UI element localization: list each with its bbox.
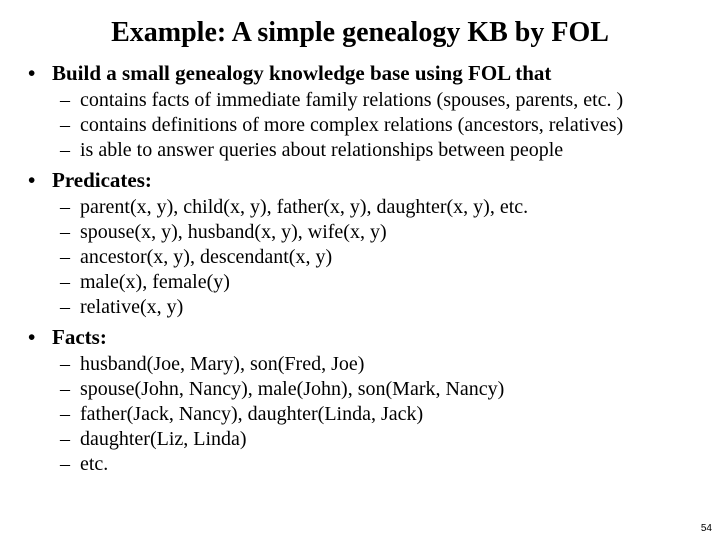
list-item-label: Facts: [52, 325, 107, 349]
list-item: Build a small genealogy knowledge base u… [48, 60, 700, 163]
sub-list-item: husband(Joe, Mary), son(Fred, Joe) [78, 352, 700, 377]
list-item-label: Build a small genealogy knowledge base u… [52, 61, 551, 85]
page-number: 54 [701, 523, 712, 534]
list-item-label: Predicates: [52, 168, 152, 192]
sub-list: contains facts of immediate family relat… [52, 88, 700, 163]
slide-title: Example: A simple genealogy KB by FOL [20, 16, 700, 50]
sub-list-item: etc. [78, 452, 700, 477]
sub-list-item: relative(x, y) [78, 295, 700, 320]
sub-list-item: is able to answer queries about relation… [78, 138, 700, 163]
list-item: Predicates: parent(x, y), child(x, y), f… [48, 167, 700, 320]
sub-list-item: parent(x, y), child(x, y), father(x, y),… [78, 195, 700, 220]
sub-list: parent(x, y), child(x, y), father(x, y),… [52, 195, 700, 320]
sub-list: husband(Joe, Mary), son(Fred, Joe) spous… [52, 352, 700, 477]
bullet-list: Build a small genealogy knowledge base u… [20, 60, 700, 478]
list-item: Facts: husband(Joe, Mary), son(Fred, Joe… [48, 324, 700, 477]
sub-list-item: daughter(Liz, Linda) [78, 427, 700, 452]
sub-list-item: ancestor(x, y), descendant(x, y) [78, 245, 700, 270]
sub-list-item: contains facts of immediate family relat… [78, 88, 700, 113]
sub-list-item: male(x), female(y) [78, 270, 700, 295]
sub-list-item: spouse(John, Nancy), male(John), son(Mar… [78, 377, 700, 402]
sub-list-item: spouse(x, y), husband(x, y), wife(x, y) [78, 220, 700, 245]
slide: Example: A simple genealogy KB by FOL Bu… [0, 0, 720, 540]
sub-list-item: father(Jack, Nancy), daughter(Linda, Jac… [78, 402, 700, 427]
sub-list-item: contains definitions of more complex rel… [78, 113, 700, 138]
